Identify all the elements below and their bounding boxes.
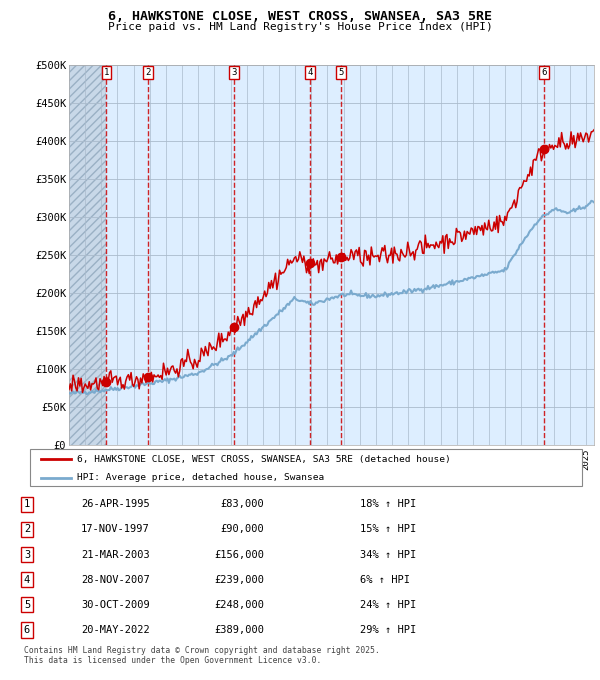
Text: 6: 6 bbox=[24, 625, 30, 635]
Text: 3: 3 bbox=[24, 549, 30, 560]
FancyBboxPatch shape bbox=[30, 449, 582, 486]
Text: £156,000: £156,000 bbox=[214, 549, 264, 560]
Text: 3: 3 bbox=[232, 68, 237, 77]
Text: £90,000: £90,000 bbox=[220, 524, 264, 534]
Text: £83,000: £83,000 bbox=[220, 499, 264, 509]
Text: 2: 2 bbox=[145, 68, 151, 77]
Text: £248,000: £248,000 bbox=[214, 600, 264, 610]
Text: 6, HAWKSTONE CLOSE, WEST CROSS, SWANSEA, SA3 5RE (detached house): 6, HAWKSTONE CLOSE, WEST CROSS, SWANSEA,… bbox=[77, 455, 451, 464]
Text: 6, HAWKSTONE CLOSE, WEST CROSS, SWANSEA, SA3 5RE: 6, HAWKSTONE CLOSE, WEST CROSS, SWANSEA,… bbox=[108, 10, 492, 23]
Text: 34% ↑ HPI: 34% ↑ HPI bbox=[360, 549, 416, 560]
Text: 2: 2 bbox=[24, 524, 30, 534]
Text: £389,000: £389,000 bbox=[214, 625, 264, 635]
Text: 24% ↑ HPI: 24% ↑ HPI bbox=[360, 600, 416, 610]
Text: 18% ↑ HPI: 18% ↑ HPI bbox=[360, 499, 416, 509]
Text: 15% ↑ HPI: 15% ↑ HPI bbox=[360, 524, 416, 534]
Text: Contains HM Land Registry data © Crown copyright and database right 2025.
This d: Contains HM Land Registry data © Crown c… bbox=[24, 646, 380, 666]
Text: 5: 5 bbox=[24, 600, 30, 610]
Text: 29% ↑ HPI: 29% ↑ HPI bbox=[360, 625, 416, 635]
Text: 4: 4 bbox=[24, 575, 30, 585]
Text: 4: 4 bbox=[307, 68, 313, 77]
Text: 1: 1 bbox=[104, 68, 109, 77]
Text: 1: 1 bbox=[24, 499, 30, 509]
Text: 5: 5 bbox=[338, 68, 344, 77]
Text: 17-NOV-1997: 17-NOV-1997 bbox=[81, 524, 150, 534]
Text: 26-APR-1995: 26-APR-1995 bbox=[81, 499, 150, 509]
Text: Price paid vs. HM Land Registry's House Price Index (HPI): Price paid vs. HM Land Registry's House … bbox=[107, 22, 493, 32]
Text: 20-MAY-2022: 20-MAY-2022 bbox=[81, 625, 150, 635]
Bar bbox=[69, 65, 106, 445]
Text: £239,000: £239,000 bbox=[214, 575, 264, 585]
Text: 30-OCT-2009: 30-OCT-2009 bbox=[81, 600, 150, 610]
Text: 21-MAR-2003: 21-MAR-2003 bbox=[81, 549, 150, 560]
Text: HPI: Average price, detached house, Swansea: HPI: Average price, detached house, Swan… bbox=[77, 473, 324, 483]
Text: 28-NOV-2007: 28-NOV-2007 bbox=[81, 575, 150, 585]
Text: 6: 6 bbox=[541, 68, 546, 77]
Text: 6% ↑ HPI: 6% ↑ HPI bbox=[360, 575, 410, 585]
